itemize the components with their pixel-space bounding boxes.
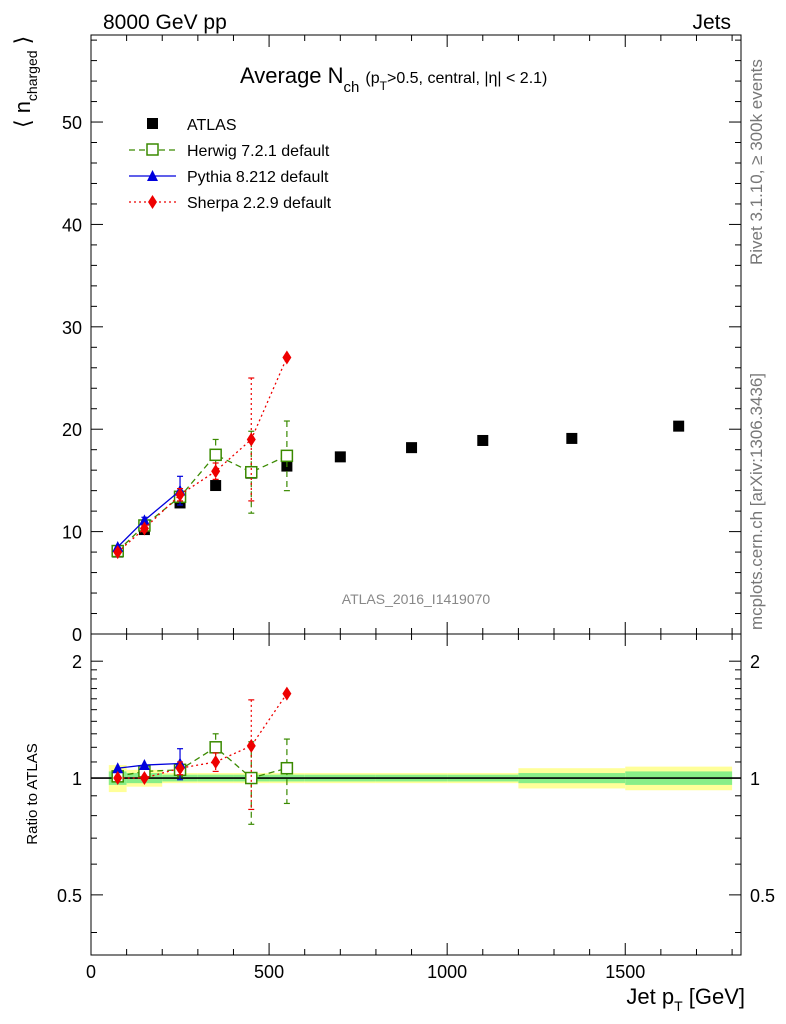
- rivet-side-label: Rivet 3.1.10, ≥ 300k events: [747, 59, 766, 265]
- x-tick-label-0: 0: [86, 962, 96, 982]
- herwig-point-top-4: [245, 465, 258, 479]
- atlas-point-9: [566, 432, 578, 444]
- sherpa-point-ratio-3: [211, 754, 221, 769]
- ratio-uncertainty-bands: [91, 765, 741, 793]
- y-axis-label-top: ⟨ ncharged ⟩: [10, 36, 40, 128]
- y-tick-label-bottom-right-2: 2: [750, 652, 760, 672]
- sherpa-point-top-0: [113, 545, 123, 560]
- chart-title-main: Average N: [240, 63, 344, 88]
- y-tick-label-bottom-left-2: 2: [72, 652, 82, 672]
- pythia-point-ratio-0: [112, 762, 124, 774]
- x-axis-label: Jet pT [GeV]: [626, 984, 745, 1014]
- atlas-point-3: [210, 480, 222, 492]
- pythia-point-top-1: [138, 514, 150, 526]
- atlas-point-10: [673, 420, 685, 432]
- x-label-sub: T: [674, 998, 683, 1014]
- sherpa-point-top-5: [282, 350, 292, 365]
- x-label-rest: [GeV]: [683, 984, 745, 1009]
- chart-title-paren-sub: T: [380, 79, 388, 93]
- chart-title-sub: ch: [344, 79, 360, 96]
- y-tick-label-top-10: 10: [62, 523, 82, 543]
- x-tick-label-1000: 1000: [427, 962, 467, 982]
- sherpa-point-top-4: [246, 432, 256, 447]
- sherpa-point-ratio-5: [282, 686, 292, 701]
- y-tick-label-top-0: 0: [72, 625, 82, 645]
- atlas-point-7: [406, 442, 418, 454]
- y-tick-label-top-20: 20: [62, 420, 82, 440]
- sherpa-point-ratio-2: [175, 761, 185, 776]
- legend-label-atlas: ATLAS: [187, 117, 237, 134]
- x-tick-label-1500: 1500: [605, 962, 645, 982]
- header-left-label: 8000 GeV pp: [103, 11, 227, 34]
- herwig-line-top: [117, 454, 288, 552]
- y-tick-label-top-40: 40: [62, 215, 82, 235]
- legend-label-sherpa: Sherpa 2.2.9 default: [187, 195, 332, 212]
- y-tick-label-bottom-left-0.5: 0.5: [57, 886, 82, 906]
- y-tick-label-bottom-left-1: 1: [72, 769, 82, 789]
- axis-ticks: 0 500 1000 1500 0 10 20 30 40 50 0.5 0.5 1 1 2 2: [57, 35, 775, 982]
- y-axis-label-bottom: Ratio to ATLAS: [24, 743, 41, 844]
- y-label-top-sub: charged: [24, 50, 40, 101]
- legend-marker-herwig: [146, 143, 159, 156]
- legend-label-herwig: Herwig 7.2.1 default: [187, 143, 330, 160]
- legend-marker-pythia: [147, 170, 158, 181]
- sherpa-point-ratio-1: [139, 771, 149, 786]
- herwig-point-ratio-3: [209, 741, 222, 754]
- atlas-point-8: [477, 434, 489, 446]
- legend-marker-atlas: [147, 118, 158, 129]
- chart-title: Average Nch (pT>0.5, central, |η| < 2.1): [240, 63, 547, 96]
- y-tick-label-top-50: 50: [62, 113, 82, 133]
- sherpa-line-top: [117, 357, 288, 553]
- sherpa-point-ratio-0: [113, 771, 123, 786]
- sherpa-line-ratio: [117, 693, 288, 779]
- header-right-label: Jets: [692, 11, 731, 34]
- x-tick-label-500: 500: [254, 962, 284, 982]
- legend-marker-sherpa: [148, 195, 157, 209]
- pythia-line-top: [117, 490, 181, 548]
- y-label-top-main: ⟨ n: [10, 101, 35, 128]
- herwig-point-ratio-5: [280, 761, 294, 775]
- atlas-point-6: [334, 451, 346, 463]
- sherpa-point-top-1: [139, 521, 149, 536]
- y-tick-label-bottom-right-0.5: 0.5: [750, 886, 775, 906]
- legend: ATLAS Herwig 7.2.1 default Pythia 8.212 …: [129, 117, 332, 212]
- sherpa-point-ratio-4: [246, 738, 256, 753]
- pythia-point-ratio-1: [138, 759, 150, 771]
- chart-title-paren-rest: >0.5, central, |η| < 2.1): [387, 70, 547, 87]
- herwig-point-ratio-4: [245, 771, 258, 785]
- sherpa-point-top-3: [211, 464, 221, 479]
- herwig-point-top-3: [209, 448, 222, 462]
- legend-label-pythia: Pythia 8.212 default: [187, 169, 329, 186]
- herwig-point-top-5: [280, 449, 294, 463]
- x-label-main: Jet p: [626, 984, 674, 1009]
- y-tick-label-bottom-right-1: 1: [750, 769, 760, 789]
- y-label-top-rest: ⟩: [10, 36, 35, 51]
- sherpa-point-top-2: [175, 487, 185, 502]
- chart-title-paren: (p: [365, 70, 379, 87]
- series-layer: [111, 350, 685, 825]
- y-tick-label-top-30: 30: [62, 318, 82, 338]
- analysis-watermark: ATLAS_2016_I1419070: [342, 591, 491, 607]
- ratio-panel-frame: [90, 633, 742, 956]
- mcplots-side-label: mcplots.cern.ch [arXiv:1306.3436]: [747, 373, 766, 630]
